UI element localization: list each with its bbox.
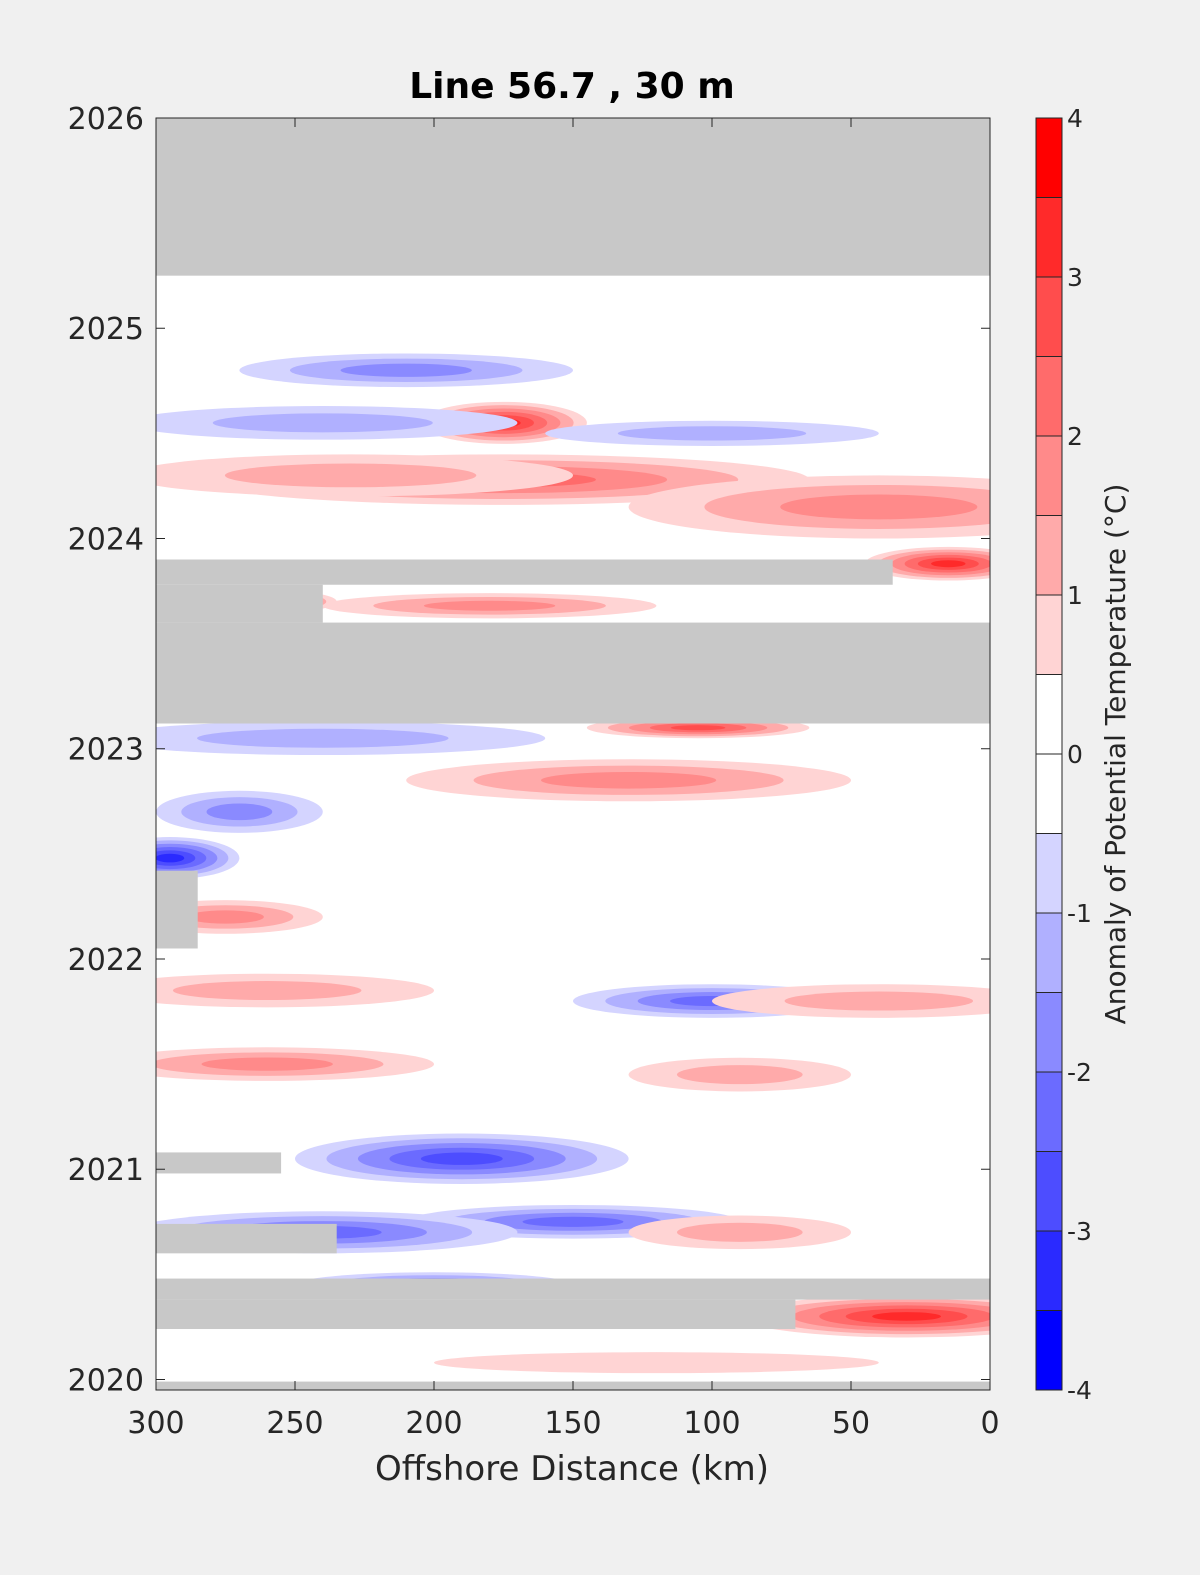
- anomaly-contour: [780, 494, 978, 520]
- colorbar-swatch: [1036, 436, 1062, 516]
- colorbar-swatch: [1036, 1310, 1062, 1390]
- anomaly-contour: [670, 725, 726, 731]
- colorbar-swatch: [1036, 197, 1062, 277]
- anomaly-contour: [522, 1216, 624, 1227]
- missing-data-region: [156, 584, 323, 623]
- y-tick-label: 2026: [68, 102, 144, 137]
- colorbar-swatch: [1036, 754, 1062, 834]
- missing-data-regions: [156, 118, 990, 1390]
- x-tick-label: 100: [683, 1406, 740, 1441]
- anomaly-contour: [540, 771, 717, 789]
- colorbar-swatch: [1036, 1072, 1062, 1152]
- colorbar-tick-label: 4: [1067, 104, 1083, 133]
- anomaly-feature: [406, 759, 851, 802]
- anomaly-feature: [239, 353, 573, 388]
- anomaly-feature: [434, 1352, 879, 1374]
- anomaly-field: [156, 353, 990, 1374]
- anomaly-feature: [156, 454, 573, 497]
- x-tick-label: 50: [832, 1406, 870, 1441]
- x-axis-label: Offshore Distance (km): [375, 1449, 769, 1489]
- colorbar: -4 -3 -2 -1 0 1 2 3 4: [1035, 104, 1092, 1405]
- chart-title: Line 56.7 , 30 m: [409, 66, 735, 107]
- anomaly-feature: [156, 1047, 434, 1081]
- anomaly-contour: [617, 426, 807, 441]
- missing-data-region: [156, 870, 198, 949]
- anomaly-feature: [628, 1057, 851, 1092]
- anomaly-contour: [212, 413, 433, 433]
- anomaly-feature: [712, 984, 990, 1018]
- anomaly-feature: [322, 593, 657, 619]
- anomaly-contour: [676, 1065, 803, 1085]
- anomaly-contour: [201, 1057, 333, 1071]
- x-tick-label: 250: [266, 1406, 323, 1441]
- colorbar-swatch: [1036, 118, 1062, 198]
- anomaly-feature: [864, 546, 990, 581]
- anomaly-feature: [156, 406, 518, 440]
- colorbar-swatch: [1036, 595, 1062, 675]
- colorbar-swatch: [1036, 1151, 1062, 1231]
- x-axis: 300 250 200 150 100 50 0: [127, 118, 1000, 1441]
- anomaly-contour: [872, 1312, 942, 1321]
- colorbar-tick-label: -3: [1067, 1217, 1092, 1246]
- plot-area: [155, 117, 991, 1391]
- missing-data-region: [156, 559, 893, 585]
- anomaly-contour: [187, 910, 264, 924]
- missing-data-region: [156, 1223, 337, 1254]
- y-tick-label: 2024: [68, 522, 144, 557]
- colorbar-tick-label: 2: [1067, 422, 1083, 451]
- y-axis: 2020 2021 2022 2023 2024 2025 2026: [68, 102, 990, 1398]
- anomaly-feature: [156, 721, 546, 756]
- colorbar-swatch: [1036, 356, 1062, 436]
- colorbar-tick-label: 0: [1067, 740, 1083, 769]
- colorbar-tick-label: -1: [1067, 899, 1092, 928]
- anomaly-contour: [423, 600, 556, 611]
- colorbar-swatch: [1036, 1231, 1062, 1311]
- missing-data-region: [156, 1278, 990, 1300]
- y-tick-label: 2025: [68, 312, 144, 347]
- colorbar-swatch: [1036, 674, 1062, 754]
- anomaly-contour: [340, 363, 472, 377]
- anomaly-feature: [545, 420, 879, 446]
- anomaly-contour: [156, 853, 185, 863]
- colorbar-swatch: [1036, 833, 1062, 913]
- y-tick-label: 2020: [68, 1363, 144, 1398]
- y-tick-label: 2023: [68, 733, 144, 768]
- colorbar-swatch: [1036, 515, 1062, 595]
- anomaly-feature: [156, 837, 240, 880]
- missing-data-region: [156, 1299, 796, 1330]
- colorbar-label: Anomaly of Potential Temperature (°C): [1099, 484, 1132, 1025]
- anomaly-contour: [931, 560, 966, 568]
- anomaly-feature: [628, 475, 990, 539]
- anomaly-feature: [739, 1295, 990, 1338]
- colorbar-swatch: [1036, 277, 1062, 357]
- colorbar-tick-label: 3: [1067, 263, 1083, 292]
- x-tick-label: 150: [544, 1406, 601, 1441]
- anomaly-feature: [156, 973, 434, 1008]
- missing-data-region: [156, 1152, 282, 1174]
- missing-data-region: [156, 622, 990, 724]
- anomaly-contour: [784, 991, 974, 1011]
- x-tick-label: 200: [405, 1406, 462, 1441]
- anomaly-contour: [420, 1152, 503, 1165]
- anomaly-contour: [676, 1222, 803, 1242]
- anomaly-feature: [295, 1133, 629, 1184]
- missing-data-region: [156, 118, 990, 276]
- anomaly-contour: [197, 728, 449, 748]
- y-tick-label: 2022: [68, 943, 144, 978]
- colorbar-tick-label: -2: [1067, 1058, 1092, 1087]
- colorbar-tick-label: -4: [1067, 1376, 1092, 1405]
- anomaly-contour: [434, 1352, 879, 1374]
- x-tick-label: 0: [980, 1406, 999, 1441]
- anomaly-contour: [172, 981, 362, 1001]
- anomaly-contour: [206, 803, 273, 821]
- anomaly-contour: [224, 463, 477, 488]
- x-tick-label: 300: [127, 1406, 184, 1441]
- colorbar-tick-label: 1: [1067, 581, 1083, 610]
- colorbar-swatch: [1036, 913, 1062, 993]
- anomaly-feature: [156, 790, 323, 833]
- y-tick-label: 2021: [68, 1153, 144, 1188]
- colorbar-swatch: [1036, 992, 1062, 1072]
- anomaly-feature: [628, 1215, 851, 1250]
